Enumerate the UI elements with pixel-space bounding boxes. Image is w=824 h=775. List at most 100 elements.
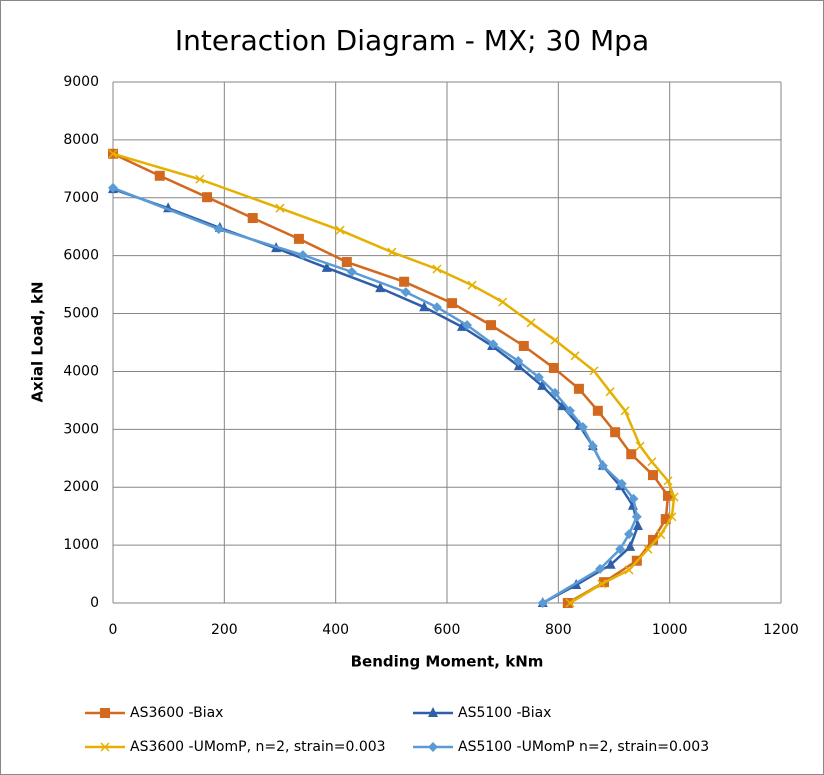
marker: [562, 598, 573, 608]
marker: [550, 335, 560, 345]
x-tick-label: 1000: [652, 622, 688, 638]
marker: [577, 422, 588, 433]
marker: [616, 478, 627, 489]
marker: [587, 441, 598, 452]
marker: [628, 493, 639, 504]
marker: [625, 540, 636, 551]
y-tick-label: 3000: [63, 421, 99, 437]
legend-label: AS5100 -Biax: [458, 705, 551, 721]
x-axis-label: Bending Moment, kNm: [351, 653, 544, 671]
y-tick-label: 0: [90, 595, 99, 611]
marker: [647, 457, 657, 467]
marker: [620, 406, 630, 416]
marker: [631, 511, 642, 522]
marker: [615, 544, 626, 555]
marker: [346, 266, 357, 277]
y-tick-label: 8000: [63, 132, 99, 148]
series-line: [112, 186, 639, 605]
y-tick-label: 1000: [63, 537, 99, 553]
marker: [597, 579, 607, 589]
marker: [635, 441, 645, 451]
legend-item: AS5100 -Biax: [413, 705, 551, 721]
x-tick-label: 600: [434, 622, 461, 638]
marker: [447, 298, 458, 309]
marker: [662, 490, 673, 501]
marker: [341, 257, 352, 268]
y-tick-label: 2000: [63, 479, 99, 495]
marker: [526, 318, 536, 328]
marker: [647, 534, 658, 545]
marker: [108, 182, 118, 193]
legend-label: AS3600 -UMomP, n=2, strain=0.003: [130, 739, 386, 755]
marker: [485, 320, 496, 331]
marker: [605, 387, 615, 397]
marker: [293, 233, 304, 244]
marker: [537, 598, 548, 608]
legend-item: AS5100 -UMomP n=2, strain=0.003: [413, 739, 709, 755]
marker: [428, 707, 438, 717]
marker: [154, 170, 165, 181]
marker: [100, 742, 110, 752]
y-tick-label: 4000: [63, 363, 99, 379]
marker: [624, 565, 634, 575]
legend-label: AS3600 -Biax: [130, 705, 223, 721]
legend-item: AS3600 -UMomP, n=2, strain=0.003: [85, 739, 386, 755]
y-tick-label: 9000: [63, 74, 99, 90]
marker: [626, 449, 637, 460]
marker: [321, 261, 332, 272]
marker: [498, 297, 508, 307]
x-tick-label: 200: [211, 622, 238, 638]
marker: [431, 302, 442, 313]
marker: [570, 351, 580, 361]
marker: [624, 529, 635, 540]
marker: [643, 544, 653, 554]
marker: [513, 356, 524, 367]
marker: [647, 470, 658, 481]
marker: [669, 492, 679, 502]
marker: [597, 460, 608, 471]
marker: [387, 247, 397, 257]
marker: [457, 320, 468, 331]
marker: [565, 598, 575, 608]
marker: [605, 558, 616, 569]
marker: [565, 405, 576, 416]
marker: [462, 320, 473, 331]
marker: [592, 405, 603, 416]
marker: [202, 192, 213, 203]
y-axis-label: Axial Load, kN: [29, 281, 47, 402]
marker: [400, 287, 411, 298]
marker: [213, 224, 224, 235]
marker: [549, 387, 560, 398]
legend-label: AS5100 -UMomP n=2, strain=0.003: [458, 739, 709, 755]
marker: [632, 520, 643, 531]
marker: [297, 250, 308, 261]
marker: [100, 708, 110, 718]
x-tick-label: 0: [109, 622, 118, 638]
marker: [518, 340, 529, 351]
marker: [610, 427, 621, 438]
chart-title: Interaction Diagram - MX; 30 Mpa: [175, 24, 649, 57]
marker: [335, 225, 345, 235]
marker: [375, 282, 386, 293]
marker: [660, 514, 671, 525]
marker: [595, 563, 606, 574]
marker: [573, 383, 584, 394]
marker: [589, 366, 599, 376]
y-tick-label: 7000: [63, 190, 99, 206]
y-tick-label: 6000: [63, 248, 99, 264]
marker: [533, 372, 544, 383]
marker: [195, 174, 205, 184]
marker: [419, 301, 430, 312]
y-tick-label: 5000: [63, 306, 99, 322]
legend-item: AS3600 -Biax: [85, 705, 223, 721]
marker: [667, 512, 677, 522]
marker: [548, 362, 559, 373]
marker: [557, 400, 568, 411]
marker: [428, 742, 438, 752]
marker: [488, 339, 499, 350]
marker: [275, 203, 285, 213]
marker: [663, 476, 673, 486]
x-tick-label: 1200: [763, 622, 799, 638]
marker: [399, 276, 410, 287]
